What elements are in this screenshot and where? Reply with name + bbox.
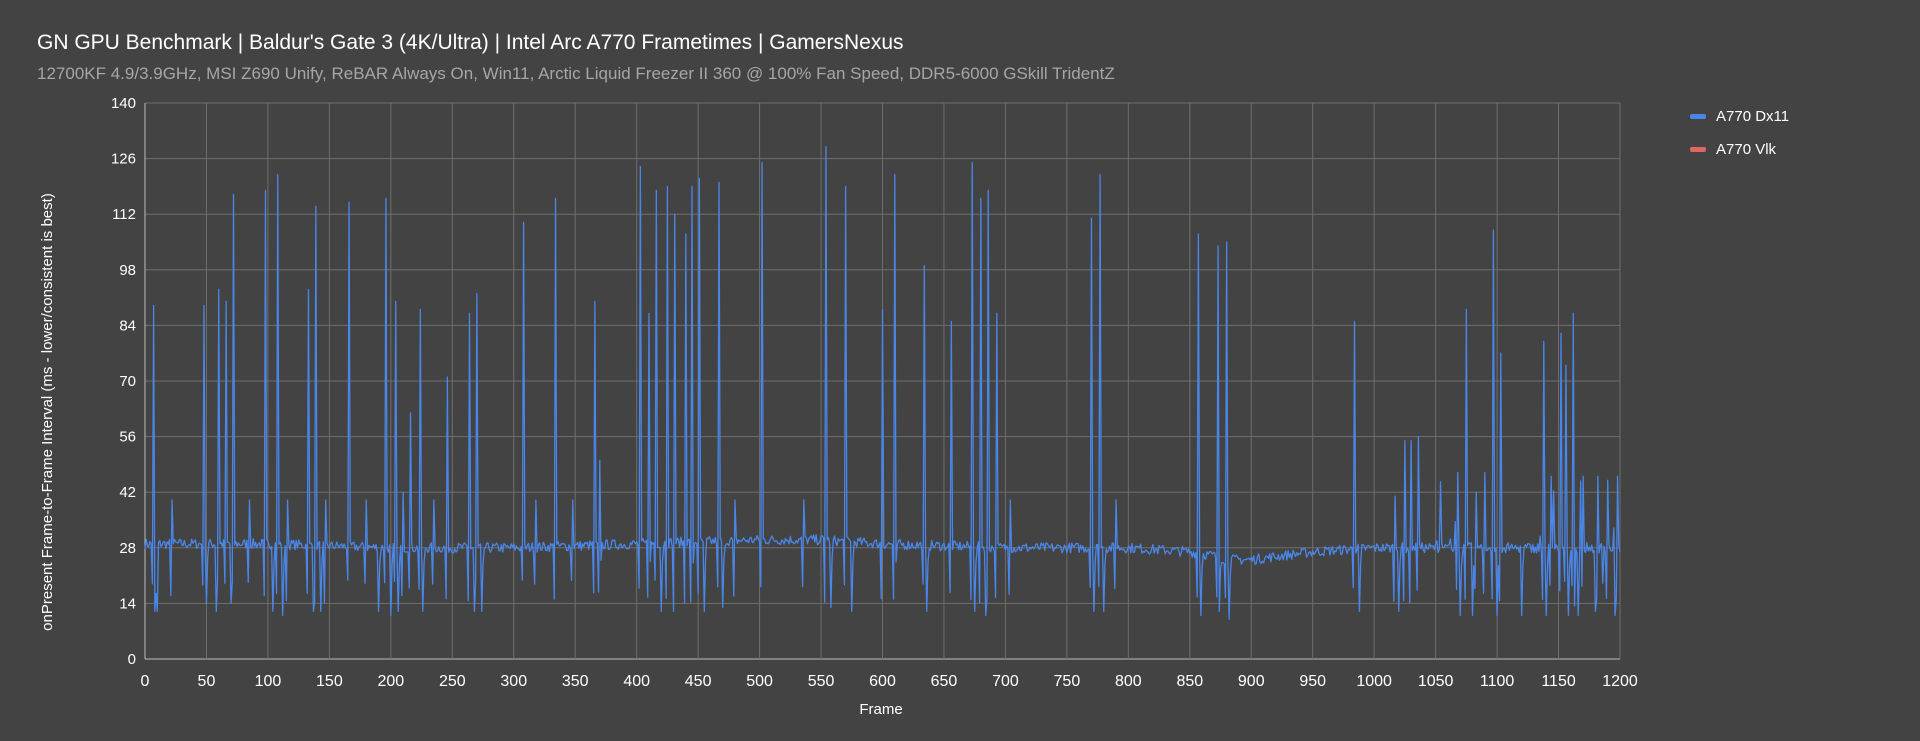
x-axis-label: Frame: [859, 701, 902, 718]
x-tick-label: 1200: [1602, 673, 1638, 690]
y-tick-label: 84: [119, 317, 136, 334]
x-tick-labels: 0 50 100 150 200 250 300 350 400 450 500 550 600 650 7…: [141, 673, 1638, 690]
y-tick-label: 28: [119, 540, 136, 557]
x-tick-label: 0: [141, 673, 150, 690]
x-tick-label: 600: [869, 673, 896, 690]
series-line-a770-dx11: [144, 146, 1621, 620]
x-tick-label: 300: [500, 673, 527, 690]
x-tick-label: 250: [439, 673, 466, 690]
x-tick-label: 100: [255, 673, 282, 690]
y-tick-label: 140: [111, 95, 136, 112]
x-tick-label: 1100: [1480, 673, 1515, 690]
chart-subtitle: 12700KF 4.9/3.9GHz, MSI Z690 Unify, ReBA…: [37, 64, 1115, 83]
x-tick-label: 950: [1299, 673, 1326, 690]
x-tick-label: 1050: [1418, 673, 1454, 690]
x-tick-label: 900: [1238, 673, 1265, 690]
series-layer: [144, 146, 1621, 620]
y-tick-label: 0: [128, 651, 136, 668]
legend: A770 Dx11 A770 Vlk: [1690, 100, 1789, 166]
x-tick-label: 50: [198, 673, 216, 690]
x-tick-label: 1000: [1356, 673, 1392, 690]
x-tick-label: 800: [1115, 673, 1142, 690]
y-tick-label: 56: [119, 429, 136, 446]
y-tick-label: 98: [119, 262, 136, 279]
y-tick-label: 70: [119, 373, 136, 390]
x-tick-label: 500: [746, 673, 773, 690]
y-tick-label: 112: [112, 206, 136, 223]
x-tick-label: 150: [316, 673, 343, 690]
x-tick-label: 850: [1176, 673, 1203, 690]
chart-title: GN GPU Benchmark | Baldur's Gate 3 (4K/U…: [37, 31, 904, 54]
y-tick-label: 14: [119, 595, 136, 612]
legend-swatch-vlk: [1690, 147, 1706, 152]
x-tick-label: 350: [562, 673, 589, 690]
grid-layer: [144, 102, 1621, 660]
x-tick-label: 550: [808, 673, 835, 690]
y-tick-label: 42: [119, 484, 136, 501]
y-tick-label: 126: [111, 151, 136, 168]
x-tick-label: 450: [685, 673, 712, 690]
y-axis-label: onPresent Frame-to-Frame Interval (ms - …: [39, 193, 56, 631]
x-tick-label: 650: [931, 673, 958, 690]
x-tick-label: 400: [623, 673, 650, 690]
x-tick-label: 700: [992, 673, 1019, 690]
x-tick-label: 200: [377, 673, 404, 690]
y-tick-labels: 0 14 28 42 56 70 84 98 112 126 140: [111, 95, 136, 668]
legend-item-vlk[interactable]: A770 Vlk: [1690, 133, 1789, 166]
x-tick-label: 1150: [1541, 673, 1576, 690]
x-tick-label: 750: [1054, 673, 1081, 690]
legend-item-dx11[interactable]: A770 Dx11: [1690, 100, 1789, 133]
legend-label-dx11: A770 Dx11: [1716, 108, 1790, 125]
legend-swatch-dx11: [1690, 114, 1706, 119]
legend-label-vlk: A770 Vlk: [1716, 141, 1777, 158]
